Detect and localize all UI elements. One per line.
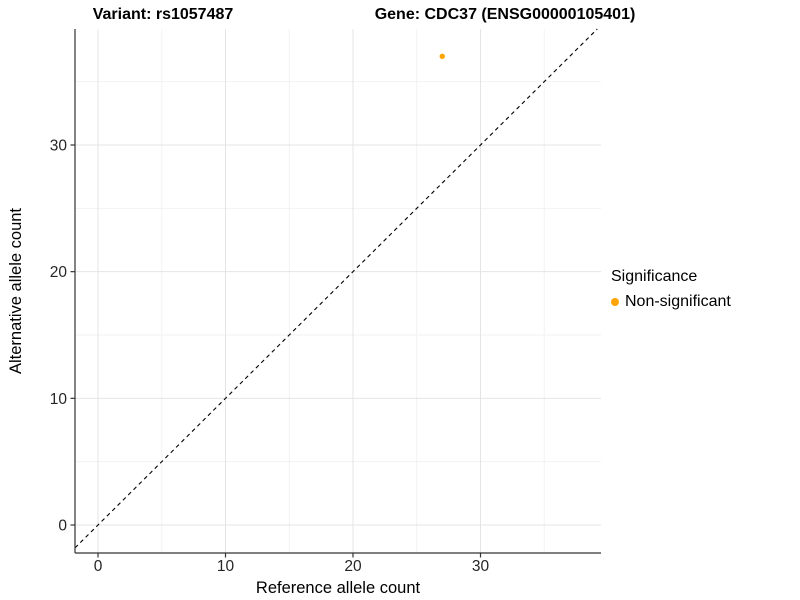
- y-tick-label: 20: [50, 264, 68, 281]
- legend-title: Significance: [611, 268, 698, 285]
- legend-item: Non-significant: [611, 293, 731, 311]
- identity-line: [74, 28, 598, 549]
- y-axis-title: Alternative allele count: [7, 208, 25, 374]
- data-point: [439, 53, 445, 60]
- legend: Significance Non-significant: [611, 268, 731, 311]
- y-tick-label: 0: [58, 518, 67, 535]
- y-tick-label: 30: [50, 137, 68, 154]
- x-tick-label: 0: [94, 558, 103, 575]
- x-tick-label: 30: [472, 558, 490, 575]
- x-axis-title: Reference allele count: [256, 579, 421, 597]
- plot-title-variant: Variant: rs1057487: [92, 6, 234, 23]
- legend-point-icon: [611, 298, 619, 306]
- x-tick-label: 10: [217, 558, 235, 575]
- legend-items: Non-significant: [611, 293, 731, 311]
- legend-item-label: Non-significant: [625, 293, 731, 310]
- x-tick-label: 20: [344, 558, 362, 575]
- y-tick-label: 10: [50, 391, 68, 408]
- plot-title-gene: Gene: CDC37 (ENSG00000105401): [374, 6, 636, 23]
